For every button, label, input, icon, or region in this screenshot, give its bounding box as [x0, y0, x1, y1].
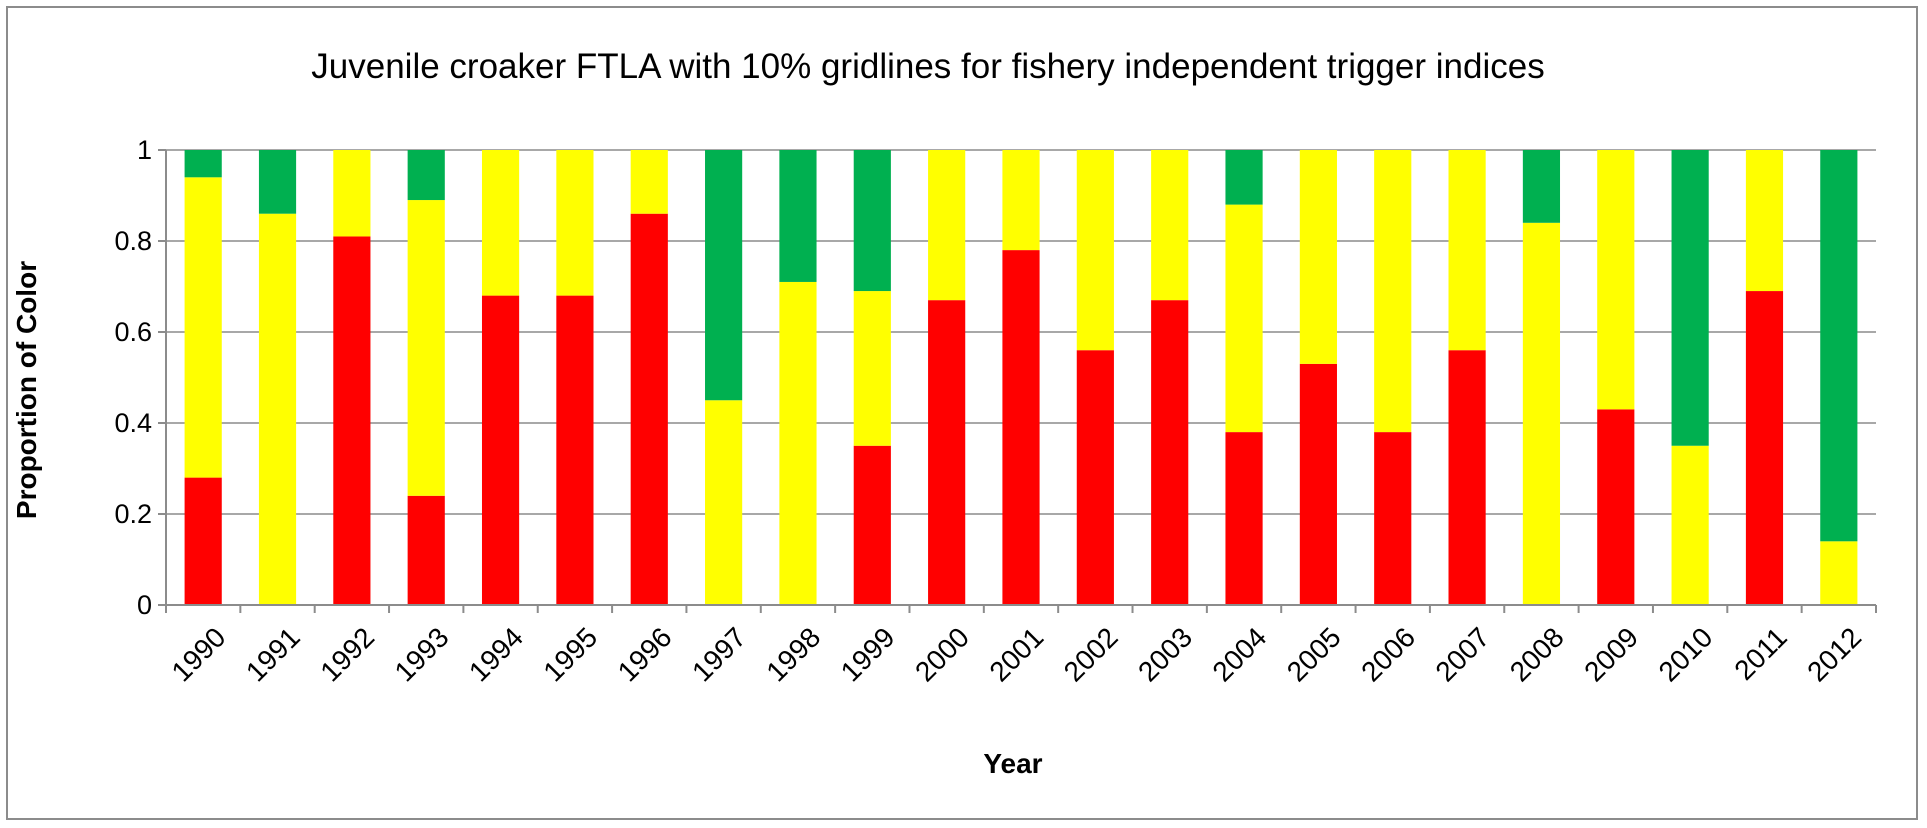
bar-2003-seg-1	[1151, 150, 1189, 301]
y-tick-labels: 0 0.2 0.4 0.6 0.8 1	[114, 135, 166, 620]
x-tick-label-2000: 2000	[909, 621, 975, 687]
chart-frame: Juvenile croaker FTLA with 10% gridlines…	[6, 6, 1918, 820]
x-tick-label-2010: 2010	[1653, 621, 1719, 687]
x-tick-label-2005: 2005	[1281, 621, 1347, 687]
y-tick-label: 0.8	[114, 226, 152, 256]
bar-2003-seg-0	[1151, 300, 1189, 605]
bar-1991-seg-2	[258, 150, 297, 214]
bar-1999-seg-2	[853, 150, 891, 292]
x-tick-label-1999: 1999	[835, 621, 901, 687]
bar-2012-seg-1	[1820, 541, 1858, 605]
y-tick-label: 0.2	[114, 499, 152, 529]
bar-2001-seg-1	[1002, 150, 1040, 251]
x-tick-label-2011: 2011	[1728, 621, 1793, 686]
x-tick-label-1992: 1992	[314, 621, 380, 687]
bar-2008-seg-2	[1522, 150, 1561, 223]
bar-2000-seg-0	[928, 300, 966, 605]
bar-2004-seg-1	[1225, 204, 1263, 433]
x-tick-label-1994: 1994	[463, 621, 529, 687]
bar-1998-seg-2	[779, 150, 817, 282]
bar-2005-seg-1	[1299, 150, 1337, 364]
y-tick-label: 1	[137, 135, 152, 165]
bar-2007-seg-0	[1448, 350, 1486, 605]
bar-1993-seg-0	[407, 495, 445, 605]
bar-2007-seg-1	[1448, 150, 1486, 351]
bar-1994-seg-1	[481, 150, 520, 296]
bar-1992-seg-1	[333, 150, 371, 237]
bar-2004-seg-2	[1225, 150, 1263, 205]
bar-2011-seg-0	[1745, 291, 1784, 605]
bar-2006-seg-0	[1374, 432, 1412, 605]
bar-1994-seg-0	[481, 295, 520, 605]
x-tick-label-2006: 2006	[1355, 621, 1421, 687]
bar-1990-seg-0	[184, 477, 222, 605]
bar-2000-seg-1	[928, 150, 966, 301]
x-tick-label-1990: 1990	[166, 621, 232, 687]
bar-2009-seg-1	[1597, 150, 1635, 410]
bar-2004-seg-0	[1225, 432, 1263, 605]
x-tick-labels: 1990 1991 1992 1993 1994 1995 1996 1997 1998 1999…	[165, 605, 1877, 687]
x-tick-label-2012: 2012	[1801, 621, 1867, 687]
x-tick-label-2008: 2008	[1504, 621, 1570, 687]
x-axis-title: Year	[983, 748, 1042, 779]
chart-svg: Juvenile croaker FTLA with 10% gridlines…	[11, 47, 1877, 779]
bar-1996-seg-0	[630, 213, 668, 605]
bar-1993-seg-1	[407, 200, 445, 496]
bar-2011-seg-1	[1745, 150, 1784, 292]
x-tick-label-1997: 1997	[686, 621, 752, 687]
bar-1996-seg-1	[630, 150, 668, 214]
bar-2001-seg-0	[1002, 250, 1040, 605]
bar-2010-seg-1	[1671, 445, 1709, 605]
x-tick-label-2003: 2003	[1132, 621, 1198, 687]
bar-2012-seg-2	[1820, 150, 1858, 542]
bar-2010-seg-2	[1671, 150, 1709, 446]
axes	[165, 150, 1876, 606]
x-tick-label-1995: 1995	[537, 621, 603, 687]
bar-1995-seg-1	[556, 150, 594, 296]
bar-2002-seg-1	[1076, 150, 1114, 351]
bar-1997-seg-1	[705, 400, 743, 605]
x-tick-label-1991: 1991	[240, 621, 306, 687]
bar-2006-seg-1	[1374, 150, 1412, 433]
x-tick-label-2001: 2001	[983, 621, 1049, 687]
bar-2002-seg-0	[1076, 350, 1114, 605]
bar-1999-seg-0	[853, 445, 891, 605]
bar-2005-seg-0	[1299, 363, 1337, 605]
bar-1992-seg-0	[333, 236, 371, 605]
bar-1995-seg-0	[556, 295, 594, 605]
bar-2009-seg-0	[1597, 409, 1635, 605]
y-tick-label: 0.4	[114, 408, 152, 438]
chart-title: Juvenile croaker FTLA with 10% gridlines…	[311, 47, 1544, 86]
y-axis-title: Proportion of Color	[11, 261, 42, 519]
bar-2008-seg-1	[1522, 222, 1561, 606]
x-tick-label-2002: 2002	[1058, 621, 1124, 687]
bar-1998-seg-1	[779, 281, 817, 605]
x-tick-label-1996: 1996	[612, 621, 678, 687]
bar-1993-seg-2	[407, 150, 445, 201]
bar-1991-seg-1	[258, 213, 297, 605]
bar-1999-seg-1	[853, 291, 891, 446]
y-tick-label: 0	[137, 590, 152, 620]
x-tick-label-2004: 2004	[1206, 621, 1272, 687]
bar-1990-seg-2	[184, 150, 222, 178]
x-tick-label-1998: 1998	[760, 621, 826, 687]
x-tick-label-2007: 2007	[1430, 621, 1496, 687]
bar-1990-seg-1	[184, 177, 222, 478]
y-tick-label: 0.6	[114, 317, 152, 347]
x-tick-label-1993: 1993	[389, 621, 455, 687]
x-tick-label-2009: 2009	[1578, 621, 1644, 687]
bar-layer	[184, 150, 1858, 606]
bar-1997-seg-2	[705, 150, 743, 401]
